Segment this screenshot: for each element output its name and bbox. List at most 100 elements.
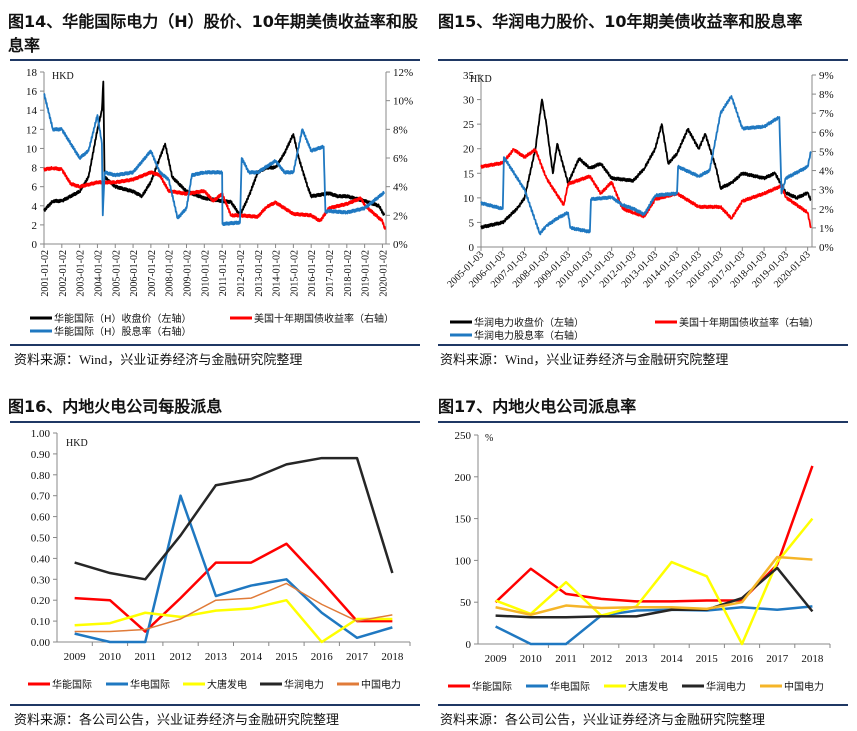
y2-tick-label: 9%	[819, 70, 834, 82]
series-line-4	[495, 566, 814, 619]
legend-item: 华电国际	[526, 680, 590, 693]
legend-label: 华能国际（H）收盘价（左轴）	[54, 312, 192, 325]
series-line-3	[43, 93, 386, 227]
y2-tick-label: 8%	[819, 89, 834, 101]
y-tick-label: 6	[32, 182, 38, 194]
x-tick-label: 2012	[170, 651, 192, 663]
legend-label: 华能国际	[472, 680, 512, 693]
y2-tick-label: 3%	[819, 185, 834, 197]
chart15-title-rule	[438, 59, 848, 61]
y-tick-label: 200	[455, 472, 472, 484]
y-tick-label: 0.10	[31, 616, 51, 628]
legend-label: 华润电力	[706, 680, 746, 693]
x-tick-label: 2005-01-02	[111, 250, 122, 297]
x-tick-label: 2014	[661, 653, 684, 665]
y2-tick-label: 8%	[393, 124, 408, 136]
series-line-2	[74, 494, 393, 644]
y2-tick-label: 2%	[819, 204, 834, 216]
x-tick-label: 2016	[311, 651, 334, 663]
x-tick-label: 2018-01-02	[343, 250, 354, 297]
y2-tick-label: 1%	[819, 223, 834, 235]
y-tick-label: 8	[32, 163, 38, 175]
legend-label: 中国电力	[784, 680, 824, 693]
y-tick-label: 1.00	[31, 428, 51, 440]
chart16-title-rule	[10, 421, 420, 423]
x-tick-label: 2002-01-02	[58, 250, 69, 297]
legend-label: 华电国际	[130, 678, 170, 691]
x-tick-label: 2013	[205, 651, 228, 663]
x-tick-label: 2015-01-02	[289, 250, 300, 297]
legend-label: 大唐发电	[207, 678, 247, 691]
y-tick-label: 0	[466, 639, 472, 651]
x-tick-label: 2009	[485, 653, 508, 665]
unit-label: HKD	[470, 74, 492, 85]
y-tick-label: 0	[469, 242, 475, 254]
chart15-source: 资料来源：Wind，兴业证券经济与金融研究院整理	[440, 352, 729, 367]
y-tick-label: 18	[26, 67, 38, 79]
y-tick-label: 10	[463, 193, 475, 205]
chart15-title: 图15、华润电力股价、10年期美债收益率和股息率	[438, 12, 803, 31]
legend-item: 华能国际（H）股息率（右轴）	[30, 325, 192, 338]
legend-item: 华能国际（H）收盘价（左轴）	[30, 312, 192, 325]
x-tick-label: 2001-01-02	[40, 250, 51, 297]
unit-label: HKD	[66, 438, 88, 449]
x-tick-label: 2020-01-02	[378, 250, 389, 297]
y-tick-label: 12	[26, 124, 37, 136]
series-line-1	[494, 465, 814, 604]
legend-label: 美国十年期国债收益率（右轴）	[679, 316, 819, 329]
y-tick-label: 0.50	[31, 533, 51, 545]
y-tick-label: 0	[32, 239, 38, 251]
legend-item: 华能国际	[28, 678, 92, 691]
series-line-1	[74, 542, 393, 633]
unit-label: HKD	[52, 71, 74, 82]
series-line-5	[495, 555, 813, 616]
unit-label: %	[485, 433, 493, 444]
legend-label: 华润电力股息率（右轴）	[474, 329, 584, 342]
x-tick-label: 2017	[766, 653, 789, 665]
x-tick-label: 2004-01-02	[93, 250, 104, 297]
y2-tick-label: 10%	[393, 96, 413, 108]
y-tick-label: 250	[455, 430, 472, 442]
legend-item: 华润电力	[682, 680, 746, 693]
legend-item: 美国十年期国债收益率（右轴）	[230, 312, 394, 325]
legend-item: 中国电力	[337, 678, 401, 691]
y2-tick-label: 2%	[393, 210, 408, 222]
y-tick-label: 0.60	[31, 512, 51, 524]
legend-label: 华润电力	[284, 678, 324, 691]
series-line-1	[43, 80, 386, 217]
x-tick-label: 2013	[625, 653, 648, 665]
y-tick-label: 10	[26, 143, 38, 155]
x-tick-label: 2017	[346, 651, 369, 663]
x-tick-label: 2007-01-02	[147, 250, 158, 297]
y-tick-label: 14	[26, 105, 38, 117]
legend-item: 华电国际	[106, 678, 170, 691]
y2-tick-label: 4%	[393, 182, 408, 194]
y-tick-label: 25	[463, 119, 475, 131]
legend-item: 中国电力	[760, 680, 824, 693]
y2-tick-label: 6%	[393, 153, 408, 165]
x-tick-label: 2019-01-02	[361, 250, 372, 297]
x-tick-label: 2009-01-02	[183, 250, 194, 297]
x-tick-label: 2016-01-02	[307, 250, 318, 297]
legend-item: 华润电力收盘价（左轴）	[450, 316, 584, 329]
x-tick-label: 2015	[696, 653, 719, 665]
y-tick-label: 0.80	[31, 470, 51, 482]
legend-label: 中国电力	[361, 678, 401, 691]
chart-15: 051015202530350%1%2%3%4%5%6%7%8%9%HKD200…	[445, 70, 833, 342]
y-tick-label: 150	[455, 514, 472, 526]
chart16-source: 资料来源：各公司公告，兴业证券经济与金融研究院整理	[14, 712, 340, 727]
legend-item: 华能国际	[448, 680, 512, 693]
y2-tick-label: 0%	[819, 242, 834, 254]
x-tick-label: 2011	[555, 653, 577, 665]
chart-16: 0.00 0.10 0.20 0.30 0.40 0.50 0.60 0.70 0.80 0.90…	[28, 428, 411, 691]
x-tick-label: 2017-01-02	[325, 250, 336, 297]
y2-tick-label: 4%	[819, 166, 834, 178]
x-tick-label: 2003-01-02	[76, 250, 87, 297]
legend-item: 华润电力股息率（右轴）	[450, 329, 584, 342]
series-line-3	[495, 517, 814, 646]
y2-tick-label: 0%	[393, 239, 408, 251]
x-tick-label: 2010	[520, 653, 543, 665]
chart-14: 0 2 4 6 8 10 12 14 16 18 0% 2% 4% 6% 8% 10% 12% HKD 2001-0…	[26, 67, 413, 338]
series-line-2	[43, 165, 386, 230]
series-line-3	[480, 95, 812, 236]
